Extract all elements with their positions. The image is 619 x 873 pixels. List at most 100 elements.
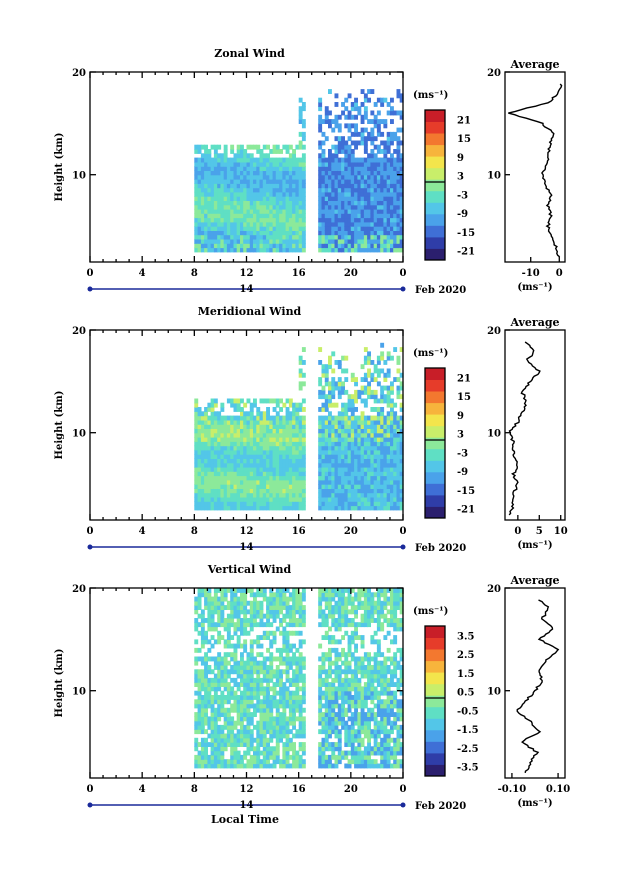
heatmap-cell <box>246 622 251 628</box>
heatmap-cell <box>328 89 332 94</box>
heatmap-cell <box>370 174 375 180</box>
heatmap-cell <box>269 183 274 189</box>
heatmap-cell <box>256 729 261 735</box>
heatmap-cell <box>233 496 238 502</box>
heatmap-cell <box>253 660 257 666</box>
heatmap-cell <box>373 234 378 240</box>
heatmap-cell <box>328 682 332 687</box>
heatmap-cell <box>269 754 274 760</box>
heatmap-cell <box>357 600 362 606</box>
heatmap-cell <box>285 635 290 640</box>
heatmap-cell <box>396 415 401 421</box>
heatmap-cell <box>253 166 257 171</box>
heatmap-cell <box>210 656 215 662</box>
heatmap-cell <box>272 226 277 231</box>
heatmap-cell <box>360 136 365 142</box>
heatmap-cell <box>256 149 261 154</box>
heatmap-cell <box>324 716 329 722</box>
heatmap-cell <box>390 217 394 223</box>
heatmap-cell <box>236 170 241 176</box>
heatmap-cell <box>240 213 244 219</box>
heatmap-cell <box>328 695 332 700</box>
heatmap-cell <box>318 750 323 756</box>
heatmap-cell <box>207 437 212 442</box>
heatmap-cell <box>285 230 290 236</box>
heatmap-cell <box>383 394 388 400</box>
heatmap-cell <box>243 479 248 485</box>
heatmap-cell <box>243 609 248 615</box>
heatmap-cell <box>344 660 349 666</box>
heatmap-cell <box>282 424 287 429</box>
heatmap-cell <box>246 742 251 747</box>
heatmap-cell <box>230 652 235 658</box>
heatmap-cell <box>288 643 293 649</box>
heatmap-cell <box>285 428 290 434</box>
heatmap-cell <box>249 613 254 619</box>
heatmap-cell <box>230 686 235 692</box>
heatmap-cell <box>200 724 205 730</box>
heatmap-cell <box>334 136 339 142</box>
heatmap-cell <box>275 166 280 171</box>
heatmap-cell <box>360 686 365 692</box>
heatmap-cell <box>337 415 342 421</box>
heatmap-cell <box>279 588 283 593</box>
heatmap-cell <box>210 196 215 201</box>
heatmap-cell <box>207 677 212 683</box>
heatmap-cell <box>285 686 290 692</box>
heatmap-cell <box>243 716 248 722</box>
heatmap-cell <box>246 475 251 481</box>
heatmap-cell <box>318 428 323 434</box>
heatmap-cell <box>295 647 300 653</box>
heatmap-cell <box>363 759 368 765</box>
y-axis-label: Height (km) <box>54 391 65 460</box>
heatmap-cell <box>373 432 378 438</box>
heatmap-cell <box>197 750 202 756</box>
heatmap-cell <box>204 217 208 223</box>
heatmap-cell <box>230 588 235 593</box>
heatmap-cell <box>223 712 228 717</box>
heatmap-cell <box>249 170 254 176</box>
heatmap-cell <box>246 488 251 494</box>
heatmap-cell <box>399 501 404 507</box>
heatmap-cell <box>367 754 371 760</box>
heatmap-cell <box>223 200 228 206</box>
heatmap-cell <box>207 505 212 511</box>
heatmap-cell <box>194 596 199 602</box>
heatmap-cell <box>243 200 248 206</box>
heatmap-cell <box>292 643 296 649</box>
heatmap-cell <box>207 716 212 722</box>
heatmap-cell <box>295 630 300 636</box>
heatmap-cell <box>194 419 199 425</box>
heatmap-cell <box>217 161 222 167</box>
colorbar-swatch <box>425 225 445 238</box>
heatmap-cell <box>210 449 215 455</box>
heatmap-cell <box>194 501 199 507</box>
heatmap-cell <box>282 733 287 739</box>
heatmap-cell <box>240 600 244 606</box>
heatmap-cell <box>262 432 267 438</box>
heatmap-cell <box>200 415 205 421</box>
heatmap-cell <box>341 230 345 236</box>
heatmap-cell <box>337 505 342 511</box>
heatmap-cell <box>246 746 251 752</box>
heatmap-cell <box>344 609 349 615</box>
heatmap-cell <box>295 221 300 227</box>
heatmap-cell <box>282 217 287 223</box>
heatmap-cell <box>285 415 290 421</box>
heatmap-cell <box>357 750 362 756</box>
heatmap-cell <box>240 759 244 765</box>
heatmap-cell <box>217 630 222 636</box>
heatmap-cell <box>207 724 212 730</box>
heatmap-cell <box>337 221 342 227</box>
heatmap-cell <box>259 411 264 417</box>
heatmap-cell <box>341 402 345 408</box>
heatmap-cell <box>282 618 287 623</box>
heatmap-cell <box>262 475 267 481</box>
heatmap-cell <box>380 505 385 511</box>
heatmap-cell <box>210 733 215 739</box>
heatmap-cell <box>217 759 222 765</box>
heatmap-cell <box>380 492 385 498</box>
heatmap-cell <box>243 449 248 455</box>
heatmap-cell <box>256 217 261 223</box>
heatmap-cell <box>204 221 208 227</box>
